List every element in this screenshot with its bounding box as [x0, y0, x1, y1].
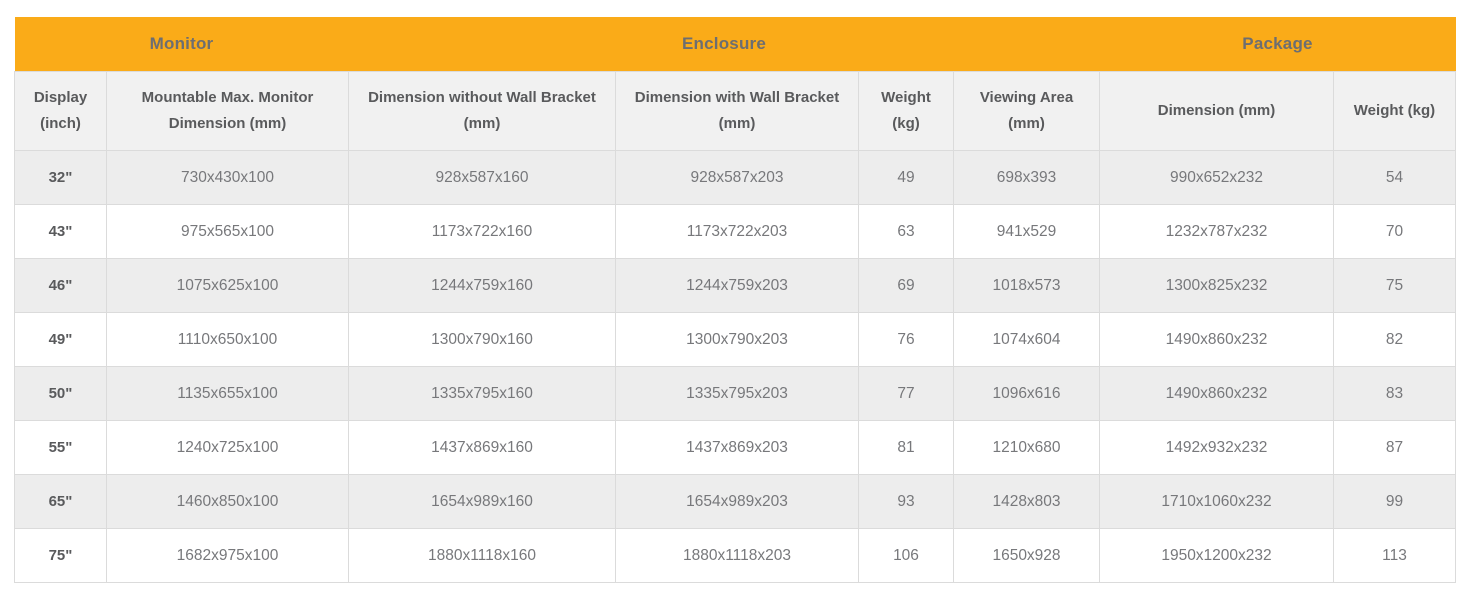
table-cell: 1018x573: [953, 258, 1100, 313]
table-cell: 1075x625x100: [106, 258, 349, 313]
table-cell: 1880x1118x203: [615, 528, 859, 583]
table-cell: 106: [858, 528, 954, 583]
column-header-enclosure-weight: Weight (kg): [858, 71, 954, 151]
table-cell: 1300x790x203: [615, 312, 859, 367]
table-cell: 54: [1333, 150, 1456, 205]
table-cell: 1437x869x203: [615, 420, 859, 475]
table-cell: 1335x795x160: [348, 366, 616, 421]
table-row: 50" 1135x655x100 1335x795x160 1335x795x2…: [14, 366, 1456, 421]
table-cell: 87: [1333, 420, 1456, 475]
table-cell: 1490x860x232: [1099, 312, 1334, 367]
table-row: 55" 1240x725x100 1437x869x160 1437x869x2…: [14, 420, 1456, 475]
table-cell: 1173x722x203: [615, 204, 859, 259]
table-cell: 1135x655x100: [106, 366, 349, 421]
group-header-monitor: Monitor: [14, 17, 349, 72]
table-cell: 928x587x160: [348, 150, 616, 205]
column-header-display-inch: Display (inch): [14, 71, 107, 151]
table-cell: 698x393: [953, 150, 1100, 205]
column-header-viewing-area: Viewing Area (mm): [953, 71, 1100, 151]
row-header-display-size: 65": [14, 474, 107, 529]
table-cell: 77: [858, 366, 954, 421]
table-cell: 1300x825x232: [1099, 258, 1334, 313]
table-cell: 1654x989x160: [348, 474, 616, 529]
table-cell: 1074x604: [953, 312, 1100, 367]
table-cell: 1950x1200x232: [1099, 528, 1334, 583]
table-cell: 1173x722x160: [348, 204, 616, 259]
column-header-mountable-max-dimension: Mountable Max. Monitor Dimension (mm): [106, 71, 349, 151]
row-header-display-size: 43": [14, 204, 107, 259]
table-cell: 1110x650x100: [106, 312, 349, 367]
table-cell: 1244x759x160: [348, 258, 616, 313]
table-cell: 83: [1333, 366, 1456, 421]
group-header-package: Package: [1099, 17, 1456, 72]
column-header-dimension-with-wall: Dimension with Wall Bracket (mm): [615, 71, 859, 151]
column-header-package-weight: Weight (kg): [1333, 71, 1456, 151]
table-cell: 1880x1118x160: [348, 528, 616, 583]
table-cell: 82: [1333, 312, 1456, 367]
row-header-display-size: 50": [14, 366, 107, 421]
table-cell: 1654x989x203: [615, 474, 859, 529]
group-header-row: Monitor Enclosure Package: [14, 17, 1456, 72]
table-cell: 1232x787x232: [1099, 204, 1334, 259]
row-header-display-size: 75": [14, 528, 107, 583]
column-header-row: Display (inch) Mountable Max. Monitor Di…: [14, 71, 1456, 151]
table-cell: 1710x1060x232: [1099, 474, 1334, 529]
table-row: 46" 1075x625x100 1244x759x160 1244x759x2…: [14, 258, 1456, 313]
table-cell: 1096x616: [953, 366, 1100, 421]
table-cell: 1650x928: [953, 528, 1100, 583]
table-cell: 1244x759x203: [615, 258, 859, 313]
column-header-dimension-without-wall: Dimension without Wall Bracket (mm): [348, 71, 616, 151]
table-cell: 76: [858, 312, 954, 367]
table-cell: 1210x680: [953, 420, 1100, 475]
table-cell: 990x652x232: [1099, 150, 1334, 205]
row-header-display-size: 46": [14, 258, 107, 313]
table-row: 65" 1460x850x100 1654x989x160 1654x989x2…: [14, 474, 1456, 529]
table-cell: 1492x932x232: [1099, 420, 1334, 475]
table-cell: 70: [1333, 204, 1456, 259]
table-cell: 49: [858, 150, 954, 205]
table-cell: 1682x975x100: [106, 528, 349, 583]
table-cell: 730x430x100: [106, 150, 349, 205]
table-cell: 93: [858, 474, 954, 529]
table-cell: 99: [1333, 474, 1456, 529]
table-cell: 928x587x203: [615, 150, 859, 205]
group-header-enclosure: Enclosure: [348, 17, 1100, 72]
table-cell: 975x565x100: [106, 204, 349, 259]
table-cell: 69: [858, 258, 954, 313]
table-cell: 113: [1333, 528, 1456, 583]
table-cell: 75: [1333, 258, 1456, 313]
table-cell: 1437x869x160: [348, 420, 616, 475]
table-cell: 63: [858, 204, 954, 259]
column-header-package-dimension: Dimension (mm): [1099, 71, 1334, 151]
row-header-display-size: 55": [14, 420, 107, 475]
table-cell: 81: [858, 420, 954, 475]
table-row: 75" 1682x975x100 1880x1118x160 1880x1118…: [14, 528, 1456, 583]
table-cell: 1335x795x203: [615, 366, 859, 421]
spec-table: Monitor Enclosure Package Display (inch)…: [14, 17, 1456, 583]
row-header-display-size: 49": [14, 312, 107, 367]
row-header-display-size: 32": [14, 150, 107, 205]
table-cell: 1460x850x100: [106, 474, 349, 529]
table-cell: 1490x860x232: [1099, 366, 1334, 421]
table-cell: 1240x725x100: [106, 420, 349, 475]
table-cell: 1300x790x160: [348, 312, 616, 367]
table-cell: 941x529: [953, 204, 1100, 259]
table-row: 49" 1110x650x100 1300x790x160 1300x790x2…: [14, 312, 1456, 367]
table-cell: 1428x803: [953, 474, 1100, 529]
table-row: 32" 730x430x100 928x587x160 928x587x203 …: [14, 150, 1456, 205]
table-row: 43" 975x565x100 1173x722x160 1173x722x20…: [14, 204, 1456, 259]
